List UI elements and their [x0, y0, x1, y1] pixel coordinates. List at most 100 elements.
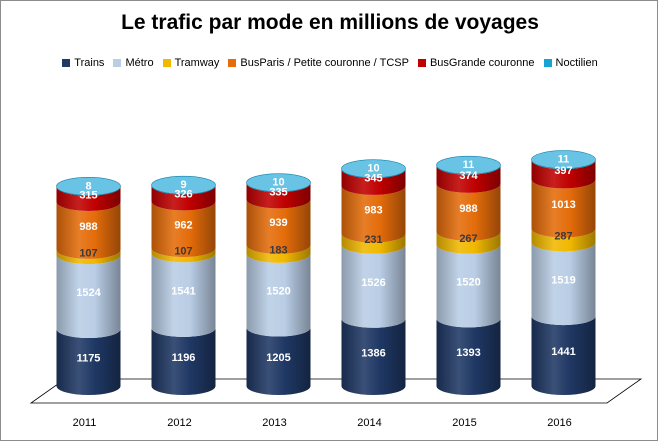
data-label: 1526	[361, 277, 385, 289]
bar-busgrande-couronne-2013	[246, 183, 311, 209]
legend-item-noctilien: Noctilien	[543, 57, 598, 69]
legend-swatch	[228, 59, 237, 67]
legend-label: Métro	[125, 57, 154, 69]
x-tick-label: 2015	[452, 417, 476, 429]
bar-trains-2014	[341, 318, 406, 395]
data-label: 962	[174, 220, 192, 232]
data-label: 326	[174, 189, 192, 201]
bar-metro-2016	[531, 242, 596, 326]
bar-top-cap	[436, 155, 501, 175]
data-label: 11	[558, 154, 570, 166]
data-label: 1520	[266, 286, 290, 298]
data-label: 11	[463, 159, 475, 171]
bar-tramway-2013	[246, 244, 311, 263]
legend-item-tramway: Tramway	[162, 57, 220, 69]
legend-item-busgrande-couronne: BusGrande couronne	[417, 57, 535, 69]
bar-busparis-petite-couronne-tcsp-2014	[341, 185, 406, 243]
bar-busparis-petite-couronne-tcsp-2012	[151, 201, 216, 258]
data-label: 988	[459, 203, 477, 215]
data-label: 315	[79, 189, 97, 201]
data-label: 1441	[551, 346, 575, 358]
data-label: 939	[269, 217, 287, 229]
x-tick-label: 2014	[357, 417, 381, 429]
legend-item-metro: Métro	[113, 57, 154, 69]
bar-busgrande-couronne-2012	[151, 185, 216, 211]
legend-swatch	[62, 59, 71, 67]
bar-busparis-petite-couronne-tcsp-2011	[56, 201, 121, 259]
bar-top-cap	[531, 150, 596, 169]
bar-busparis-petite-couronne-tcsp-2013	[246, 199, 311, 254]
data-label: 231	[364, 234, 382, 246]
bar-trains-2011	[56, 329, 121, 395]
legend-swatch	[162, 59, 171, 67]
bar-tramway-2012	[151, 248, 216, 263]
bar-trains-2012	[151, 327, 216, 395]
bar-trains-2016	[531, 316, 596, 395]
legend-item-busparis-petite-couronne-tcsp: BusParis / Petite couronne / TCSP	[228, 57, 409, 69]
bar-metro-2011	[56, 255, 121, 339]
x-tick-label: 2013	[262, 417, 286, 429]
data-label: 287	[554, 230, 572, 242]
data-label: 1524	[76, 287, 101, 299]
bar-trains-2013	[246, 327, 311, 395]
data-label: 1386	[361, 347, 385, 359]
legend: Trains Métro Tramway BusParis / Petite cour…	[1, 57, 658, 69]
x-tick-label: 2011	[73, 417, 97, 429]
data-label: 1205	[266, 352, 290, 364]
legend-swatch	[417, 59, 426, 67]
data-label: 988	[79, 221, 97, 233]
bar-top-cap	[151, 175, 216, 195]
data-label: 10	[367, 163, 379, 175]
legend-label: Noctilien	[555, 57, 598, 69]
chart-title: Le trafic par mode en millions de voyage…	[121, 11, 539, 34]
data-label: 374	[459, 170, 478, 182]
legend-label: Trains	[74, 57, 105, 69]
bar-busparis-petite-couronne-tcsp-2016	[531, 179, 596, 238]
legend-item-trains: Trains	[62, 57, 104, 69]
data-label: 335	[269, 186, 287, 198]
data-label: 8	[85, 180, 91, 192]
bar-tramway-2015	[436, 231, 501, 254]
bar-busgrande-couronne-2016	[531, 160, 596, 189]
data-label: 1393	[456, 347, 480, 359]
data-label: 107	[174, 246, 192, 258]
bar-tramway-2014	[341, 233, 406, 254]
legend-label: BusParis / Petite couronne / TCSP	[240, 57, 409, 69]
bar-top-cap	[341, 159, 406, 178]
bar-metro-2014	[341, 244, 406, 328]
legend-swatch	[113, 59, 122, 67]
bar-metro-2012	[151, 253, 216, 337]
data-label: 107	[79, 248, 97, 260]
data-label: 10	[272, 177, 284, 189]
data-label: 397	[554, 165, 572, 177]
legend-label: Tramway	[174, 57, 220, 69]
bar-busgrande-couronne-2014	[341, 169, 406, 195]
bar-busgrande-couronne-2015	[436, 165, 501, 193]
data-label: 1519	[551, 274, 575, 286]
data-label: 183	[269, 244, 287, 256]
data-label: 267	[459, 233, 477, 245]
data-label: 345	[364, 173, 382, 185]
data-label: 1175	[77, 353, 101, 365]
data-label: 1013	[551, 199, 575, 211]
data-label: 1520	[456, 277, 480, 289]
bar-trains-2015	[436, 318, 501, 395]
bar-busparis-petite-couronne-tcsp-2015	[436, 183, 501, 241]
bar-top-cap	[56, 177, 121, 196]
bar-tramway-2016	[531, 228, 596, 252]
x-tick-label: 2012	[167, 417, 191, 429]
data-label: 9	[180, 179, 186, 191]
x-tick-label: 2016	[547, 417, 571, 429]
data-label: 1196	[172, 352, 196, 364]
data-label: 1541	[171, 286, 195, 298]
legend-swatch	[543, 59, 552, 67]
legend-label: BusGrande couronne	[429, 57, 535, 69]
bar-top-cap	[246, 173, 311, 192]
bar-metro-2015	[436, 244, 501, 328]
bar-tramway-2011	[56, 249, 121, 265]
bar-busgrande-couronne-2011	[56, 186, 121, 211]
data-label: 983	[364, 205, 382, 217]
bar-metro-2013	[246, 253, 311, 337]
